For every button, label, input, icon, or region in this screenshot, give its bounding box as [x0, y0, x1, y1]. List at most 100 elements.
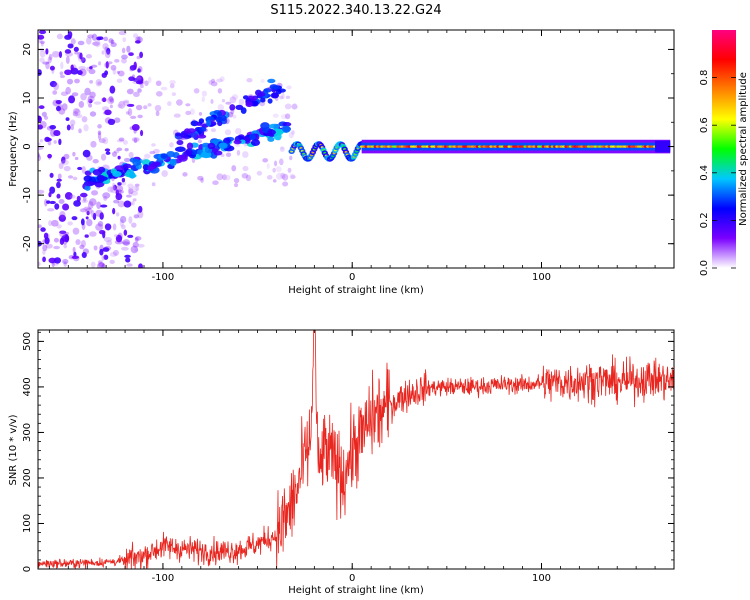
heatmap-cell [92, 212, 97, 221]
heatmap-cell [56, 33, 63, 40]
heatmap-cell [231, 94, 239, 100]
heatmap-cell [56, 181, 61, 189]
heatmap-cell [68, 95, 76, 104]
snr-y-axis-label: SNR (10 * v/v) [8, 414, 19, 485]
heatmap-cell [104, 148, 111, 152]
heatmap-cell [245, 174, 252, 182]
heatmap-cell [206, 120, 212, 127]
heatmap-cell [38, 224, 42, 229]
heatmap-cell [64, 49, 72, 54]
colorbar-tick-label: 0.2 [699, 212, 710, 228]
heatmap-cell [275, 88, 282, 95]
heatmap-cell [176, 140, 184, 146]
heatmap-cell [137, 66, 143, 73]
y-tick-label: 0 [22, 566, 33, 572]
heatmap-cell [38, 146, 44, 150]
heatmap-cell [56, 178, 62, 182]
heatmap-cell [282, 181, 289, 187]
heatmap-cell [49, 200, 56, 205]
heatmap-cell [93, 101, 102, 105]
heatmap-cell [107, 186, 114, 193]
heatmap-cell [38, 34, 45, 40]
heatmap-cell [103, 195, 108, 201]
heatmap-cell [217, 88, 223, 94]
heatmap-cell [229, 104, 236, 111]
heatmap-cell [115, 185, 124, 192]
heatmap-cell [74, 51, 79, 55]
heatmap-cell [134, 183, 140, 187]
heatmap-cell [98, 36, 104, 41]
heatmap-cell [103, 111, 110, 115]
heatmap-cell [249, 133, 256, 140]
heatmap-cell [71, 92, 79, 97]
heatmap-cell [77, 40, 85, 46]
heatmap-cell [73, 251, 77, 257]
heatmap-cell [210, 128, 216, 133]
heatmap-cell [234, 183, 239, 188]
heatmap-cell [121, 54, 128, 60]
heatmap-cell [269, 129, 276, 135]
heatmap-cell [115, 212, 120, 217]
heatmap-cell [70, 124, 74, 131]
heatmap-cell [59, 210, 66, 219]
heatmap-cell [128, 76, 135, 82]
heatmap-cell [95, 209, 103, 217]
y-tick-label: 500 [22, 332, 33, 351]
heatmap-cell [132, 158, 141, 167]
heatmap-cell [256, 170, 263, 176]
heatmap-cell [187, 128, 196, 134]
heatmap-cell [201, 90, 207, 97]
heatmap-cell [114, 59, 120, 63]
heatmap-cell [132, 241, 139, 248]
heatmap-cell [89, 231, 97, 237]
heatmap-cell [282, 122, 292, 127]
heatmap-cell [113, 199, 120, 204]
heatmap-cell [97, 130, 102, 135]
heatmap-cell [185, 110, 192, 116]
heatmap-cell [268, 123, 280, 129]
heatmap-cell [51, 219, 59, 227]
heatmap-cell [125, 111, 130, 115]
heatmap-cell [39, 121, 47, 129]
heatmap-cell [218, 142, 228, 149]
heatmap-cell [128, 52, 134, 57]
heatmap-cell [198, 126, 207, 132]
colorbar: 0.0 0.2 0.4 0.6 0.8 Normalized spectral ampl… [699, 30, 749, 276]
heatmap-cell [47, 153, 53, 159]
heatmap-cell [116, 70, 120, 74]
heatmap-cell [77, 70, 83, 76]
heatmap-cell [169, 79, 176, 85]
heatmap-cell [49, 129, 57, 137]
heatmap-y-axis-label: Frequency (Hz) [8, 111, 19, 187]
heatmap-cell [286, 85, 292, 90]
heatmap-cell [131, 124, 140, 131]
y-tick-label: 0 [22, 143, 33, 149]
heatmap-cell [107, 118, 116, 126]
heatmap-cell [59, 230, 67, 238]
heatmap-cell [132, 198, 137, 202]
heatmap-cell [217, 104, 225, 111]
heatmap-cell [67, 43, 74, 49]
heatmap-cell [85, 207, 93, 215]
heatmap-cell [133, 91, 140, 98]
heatmap-cell [185, 103, 191, 107]
heatmap-cell [210, 99, 214, 105]
heatmap-cell [174, 146, 186, 152]
heatmap-cell [95, 223, 104, 231]
heatmap-cell [60, 61, 64, 70]
heatmap-cell [73, 200, 81, 207]
heatmap-cell [56, 193, 61, 199]
heatmap-cell [212, 180, 219, 186]
heatmap-marks [38, 30, 671, 268]
heatmap-cell [99, 212, 104, 220]
heatmap-cell [155, 80, 162, 87]
heatmap-cell [147, 103, 152, 107]
heatmap-cell [65, 55, 70, 64]
heatmap-cell [160, 153, 168, 159]
figure-title: S115.2022.340.13.22.G24 [270, 3, 441, 18]
heatmap-cell [233, 139, 242, 145]
heatmap-cell [38, 142, 41, 146]
heatmap-cell [134, 236, 142, 241]
heatmap-cell [42, 249, 46, 255]
heatmap-cell [67, 221, 73, 226]
